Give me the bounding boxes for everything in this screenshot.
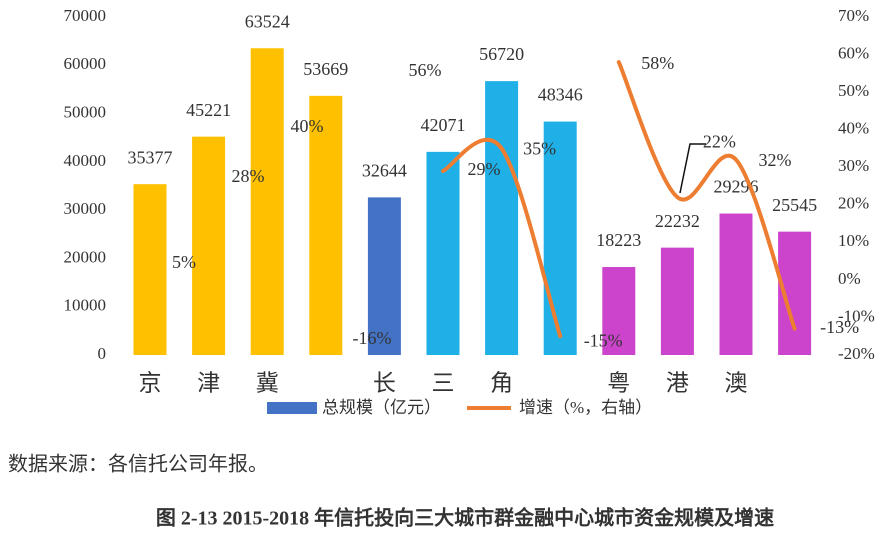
x-tick-label: 港 [666,370,689,395]
bar [485,81,519,356]
growth-line [616,60,797,331]
y2-tick-label: 40% [838,119,869,138]
bar-value-label: 48346 [538,85,583,105]
y-tick-label: 40000 [64,151,107,170]
line-value-label: 32% [759,150,792,170]
x-tick-label: 冀 [256,370,279,395]
bar-value-label: 63524 [245,11,290,31]
line-value-label: -13% [820,317,859,337]
y-tick-label: 10000 [64,296,107,315]
y-tick-label: 20000 [64,247,107,266]
y2-tick-label: 70% [838,6,869,25]
x-tick-label: 角 [490,370,513,395]
y2-tick-label: 20% [838,194,869,213]
y-tick-label: 0 [98,344,107,363]
y2-tick-label: 60% [838,43,869,62]
bar [309,95,343,355]
bar-value-label: 35377 [128,147,173,167]
y-tick-label: 50000 [64,102,107,121]
line-value-label: 58% [641,53,674,73]
x-tick-label: 京 [139,370,162,395]
bar [602,267,636,355]
y2-tick-label: 30% [838,156,869,175]
bar [133,184,167,355]
annotation: 28% [232,166,265,186]
bar-value-label: 53669 [303,59,348,79]
bar-value-label: 32644 [362,161,407,181]
x-tick-label: 三 [432,370,455,395]
y2-tick-label: 50% [838,81,869,100]
annotation: -16% [353,328,392,348]
legend-label: 增速（%，右轴） [519,398,652,417]
x-tick-label: 津 [197,370,220,395]
y2-tick-label: 10% [838,231,869,250]
y2-tick-label: -20% [838,344,875,363]
annotation: 5% [172,252,196,272]
bar [426,151,460,355]
bar-value-label: 22232 [655,211,700,231]
bar [192,136,226,355]
bar-value-label: 42071 [421,115,466,135]
legend-label: 总规模（亿元） [322,398,441,417]
y-tick-label: 30000 [64,199,107,218]
line-value-label: 22% [703,131,736,151]
leader-line [679,143,706,194]
bar-value-label: 56720 [479,44,524,64]
legend-swatch [267,402,317,414]
bar-value-label: 18223 [596,230,641,250]
line-value-label: 35% [523,139,556,159]
bar [250,48,284,355]
source-note: 数据来源：各信托公司年报。 [8,453,268,476]
annotation: 40% [291,116,324,136]
line-value-label: 29% [468,159,501,179]
line-value-label: -15% [584,330,623,350]
y-tick-label: 70000 [64,6,107,25]
bar [543,121,577,355]
x-tick-label: 澳 [725,370,748,395]
bar [367,197,401,355]
x-tick-label: 长 [373,370,396,395]
x-tick-label: 粤 [607,370,630,395]
bar-value-label: 45221 [186,100,231,120]
growth-line [441,137,563,339]
caption: 图 2-13 2015-2018 年信托投向三大城市群金融中心城市资金规模及增速 [156,506,774,530]
bar [660,247,694,355]
y-tick-label: 60000 [64,54,107,73]
y2-tick-label: -10% [838,306,875,325]
annotation: 56% [409,60,442,80]
y2-tick-label: 0% [838,269,861,288]
bar-value-label: 25545 [772,195,817,215]
bar [719,213,753,355]
